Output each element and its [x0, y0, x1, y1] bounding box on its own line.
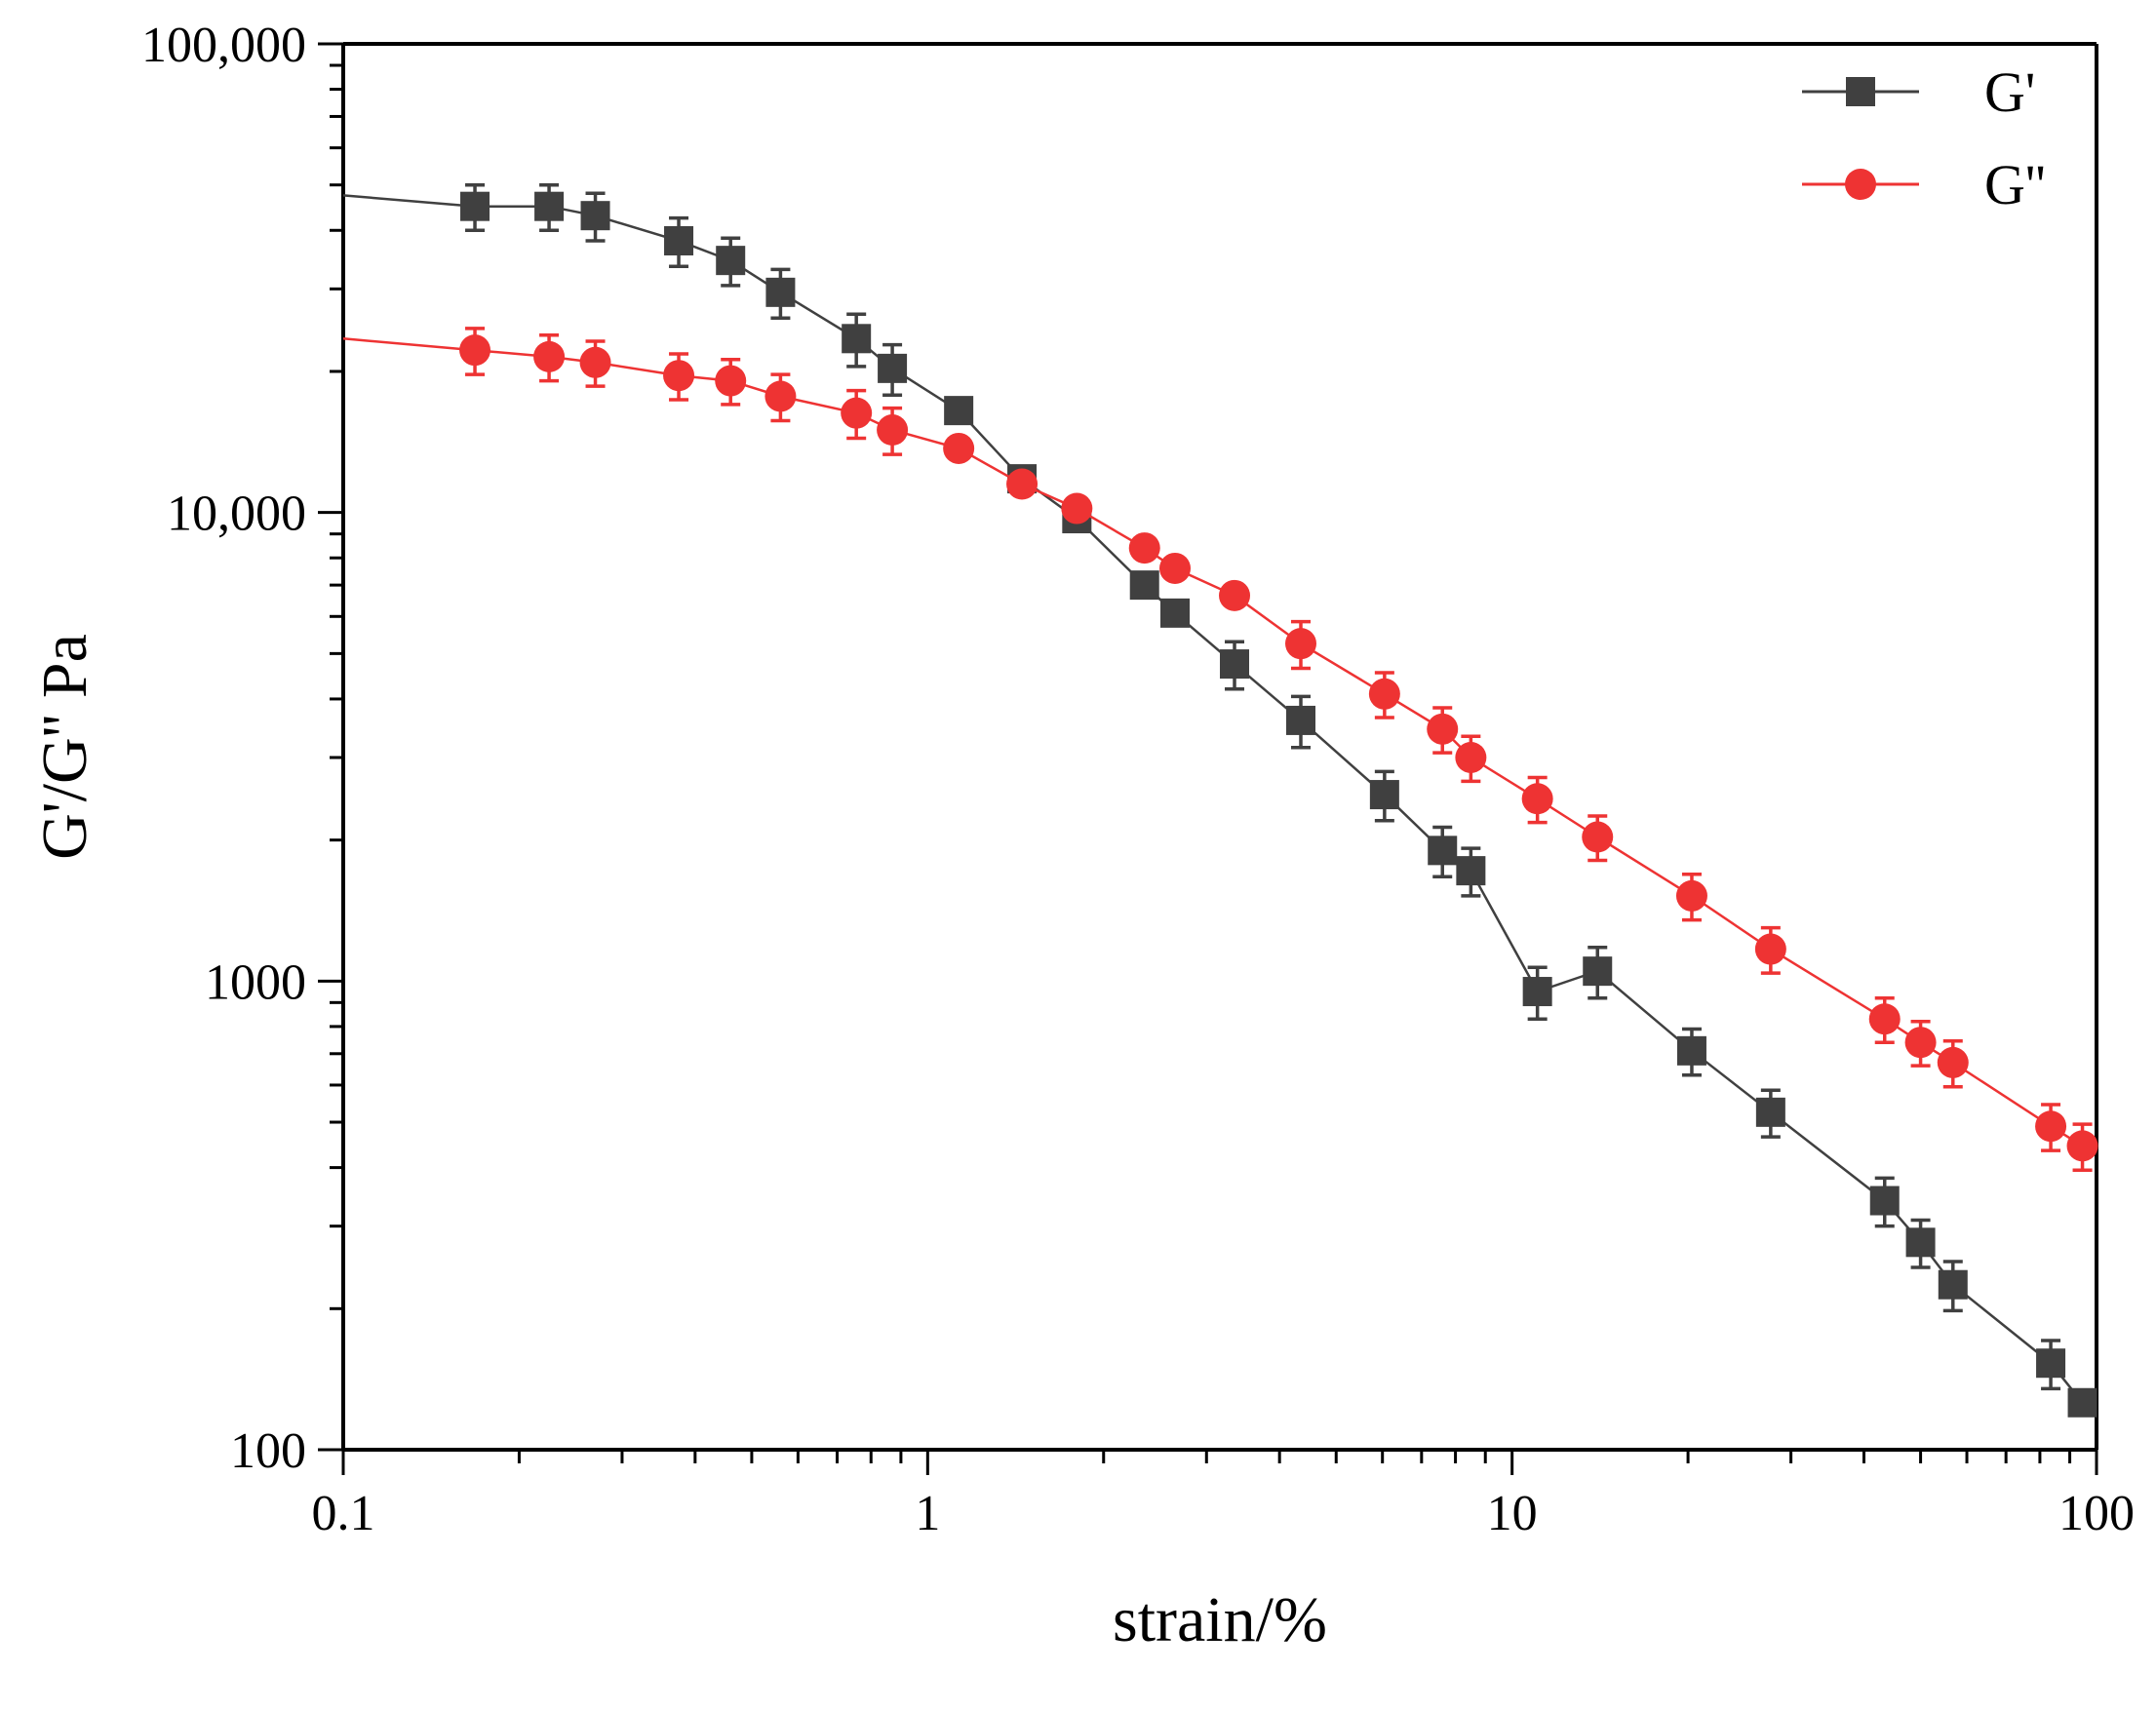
- data-point-circle: [459, 334, 491, 367]
- data-point-circle: [1158, 552, 1191, 584]
- data-point-circle: [877, 414, 909, 447]
- data-point-square: [1676, 1035, 1706, 1066]
- x-tick-label: 10: [1487, 1486, 1538, 1541]
- legend-marker-square: [1846, 77, 1875, 106]
- data-point-square: [878, 353, 908, 383]
- data-point-circle: [1754, 933, 1786, 965]
- data-point-circle: [715, 365, 747, 397]
- series-g-double-prime: [342, 327, 2098, 1172]
- data-point-circle: [1006, 468, 1039, 500]
- x-tick-label: 1: [915, 1486, 940, 1541]
- legend: G' G'': [1802, 60, 2046, 216]
- data-point-square: [842, 324, 872, 354]
- data-point-square: [1129, 570, 1159, 601]
- plot-area: [342, 182, 2098, 1418]
- y-tick-label: 100,000: [141, 18, 306, 73]
- data-point-square: [1583, 956, 1613, 987]
- data-point-circle: [2035, 1110, 2067, 1143]
- series-line: [342, 337, 2084, 1147]
- series-line: [342, 194, 2084, 1404]
- series-g-prime: [342, 182, 2097, 1418]
- data-point-circle: [1368, 678, 1400, 710]
- data-point-square: [1286, 705, 1316, 735]
- x-tick-label: 0.1: [312, 1486, 375, 1541]
- data-point-square: [1456, 856, 1486, 886]
- data-point-square: [1755, 1097, 1785, 1127]
- data-point-square: [2067, 1387, 2097, 1418]
- data-point-square: [580, 201, 610, 231]
- data-point-circle: [1285, 628, 1317, 660]
- data-point-square: [534, 191, 565, 221]
- data-point-square: [1869, 1186, 1900, 1216]
- data-point-square: [1159, 598, 1190, 628]
- data-point-circle: [1455, 741, 1487, 773]
- data-point-circle: [1675, 879, 1707, 912]
- axes: 0.1 1 10 100 100 1000 10,000 100,000: [141, 18, 2135, 1541]
- y-tick-label: 100: [230, 1423, 306, 1479]
- y-tick-label: 1000: [205, 954, 306, 1010]
- legend-item: G': [1802, 60, 2035, 124]
- data-point-square: [1369, 780, 1399, 810]
- data-point-square: [460, 191, 490, 221]
- legend-marker-circle: [1845, 169, 1876, 200]
- data-point-square: [1522, 977, 1552, 1007]
- data-point-circle: [533, 340, 566, 372]
- legend-label: G'': [1984, 153, 2046, 216]
- data-point-square: [2036, 1348, 2066, 1379]
- data-point-square: [664, 225, 694, 255]
- data-point-circle: [663, 360, 695, 392]
- legend-label: G': [1984, 60, 2035, 124]
- legend-item: G'': [1802, 153, 2046, 216]
- x-axis-title: strain/%: [1113, 1584, 1327, 1655]
- y-tick-label: 10,000: [167, 486, 306, 542]
- data-point-circle: [764, 380, 797, 412]
- data-point-circle: [1128, 532, 1160, 564]
- data-point-square: [1905, 1227, 1936, 1258]
- data-point-square: [1220, 649, 1250, 680]
- data-point-square: [1428, 836, 1458, 866]
- data-point-circle: [1868, 1003, 1901, 1035]
- data-point-circle: [1061, 492, 1093, 525]
- data-point-circle: [579, 346, 611, 378]
- data-point-square: [944, 396, 974, 426]
- x-tick-label: 100: [2058, 1486, 2135, 1541]
- data-point-square: [1938, 1269, 1968, 1300]
- data-point-square: [765, 277, 796, 307]
- data-point-circle: [1582, 821, 1614, 853]
- data-point-circle: [2066, 1130, 2098, 1162]
- data-point-square: [716, 246, 746, 276]
- data-point-circle: [943, 432, 975, 464]
- y-axis-title: G'/G'' Pa: [29, 634, 100, 860]
- data-point-circle: [1904, 1027, 1937, 1059]
- data-point-circle: [841, 397, 873, 429]
- data-point-circle: [1937, 1046, 1969, 1078]
- data-point-circle: [1427, 713, 1459, 745]
- data-point-circle: [1219, 579, 1251, 611]
- data-point-circle: [1521, 783, 1553, 815]
